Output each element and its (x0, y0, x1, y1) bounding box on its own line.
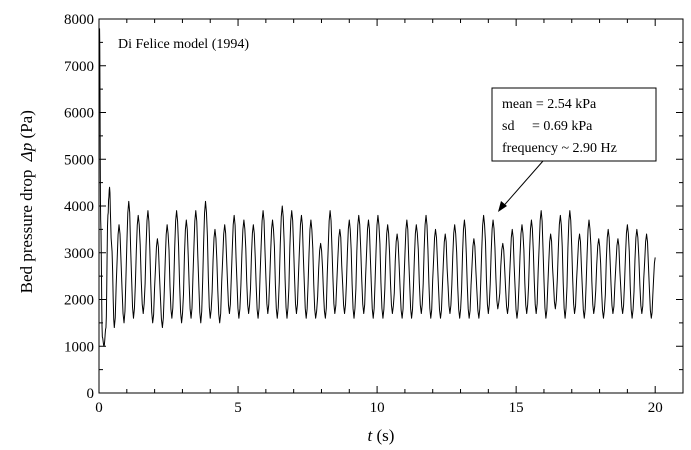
y-axis-label-text: Bed pressure drop (17, 161, 36, 293)
x-axis-label-unit: (s) (372, 426, 394, 445)
arrow-line (499, 160, 544, 211)
plot-frame (98, 18, 684, 394)
y-tick-label: 8000 (64, 12, 94, 28)
y-tick-label: 2000 (64, 293, 94, 309)
y-tick-label: 6000 (64, 106, 94, 122)
x-tick-label: 0 (95, 400, 103, 416)
x-axis-label: t (s) (368, 426, 395, 445)
annotation-arrow (498, 160, 544, 212)
x-tick-label: 15 (509, 400, 524, 416)
y-axis-label: Bed pressure drop Δp (Pa) (17, 97, 36, 314)
stats-frequency: frequency ~ 2.90 Hz (502, 141, 617, 156)
stats-box-border (491, 87, 657, 162)
x-axis-label-var: t (368, 426, 374, 445)
stats-mean: mean = 2.54 kPa (502, 97, 597, 112)
stats-box: mean = 2.54 kPa sd = 0.69 kPa frequency … (491, 87, 657, 162)
y-tick-label: 5000 (64, 152, 94, 168)
y-tick-label: 4000 (64, 199, 94, 215)
axis-tick-labels: 0 5 10 15 20 0 1000 2000 3000 4000 5000 6000 7000 800… (64, 12, 663, 416)
y-axis-label-unit: (Pa) (17, 110, 36, 143)
x-tick-label: 5 (234, 400, 242, 416)
series-line-pressure-drop (99, 28, 656, 347)
x-tick-label: 20 (648, 400, 663, 416)
y-tick-label: 0 (87, 386, 95, 402)
model-annotation: Di Felice model (1994) (118, 37, 249, 52)
x-tick-label: 10 (370, 400, 385, 416)
y-axis-label-var: Δp (17, 143, 36, 162)
axis-ticks (98, 18, 683, 394)
plot-area-border (98, 18, 684, 394)
series-group (99, 28, 656, 347)
y-tick-label: 1000 (64, 339, 94, 355)
y-tick-label: 3000 (64, 246, 94, 262)
stats-sd: sd = 0.69 kPa (502, 119, 593, 134)
arrow-head (498, 201, 507, 212)
y-tick-label: 7000 (64, 59, 94, 75)
